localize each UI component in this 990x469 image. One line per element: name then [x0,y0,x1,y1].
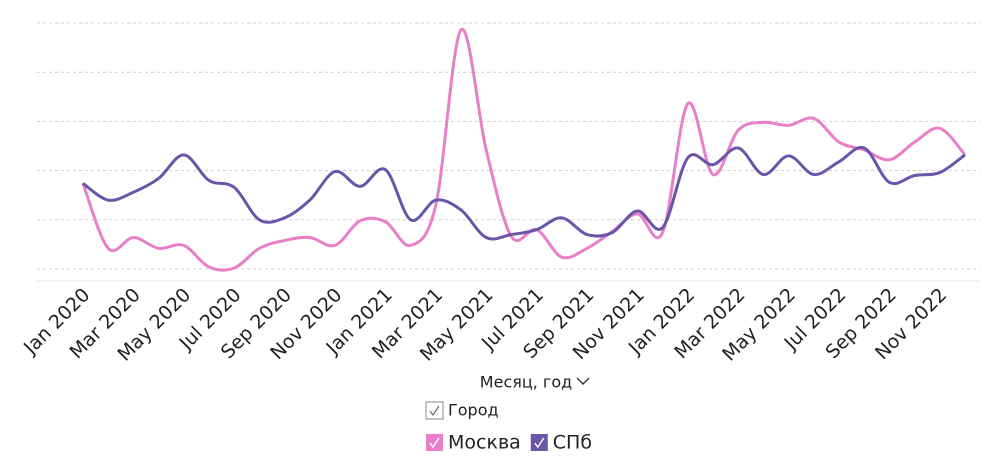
check-icon [534,437,545,449]
legend-title-checkbox[interactable] [425,401,444,420]
check-icon [429,437,440,449]
legend-label: СПб [553,432,592,454]
legend-swatch [530,434,548,451]
legend-title: Город [448,401,499,420]
line-series [82,145,966,241]
check-icon [429,405,440,417]
legend: Москва СПб [426,432,592,454]
chevron-icon[interactable] [576,377,590,385]
x-axis-title[interactable]: Месяц, год [480,373,572,392]
line-series [81,28,967,272]
legend-item[interactable]: Москва [426,432,521,454]
legend-swatch [426,434,443,451]
legend-item[interactable]: СПб [530,432,592,454]
legend-label: Москва [448,432,521,454]
